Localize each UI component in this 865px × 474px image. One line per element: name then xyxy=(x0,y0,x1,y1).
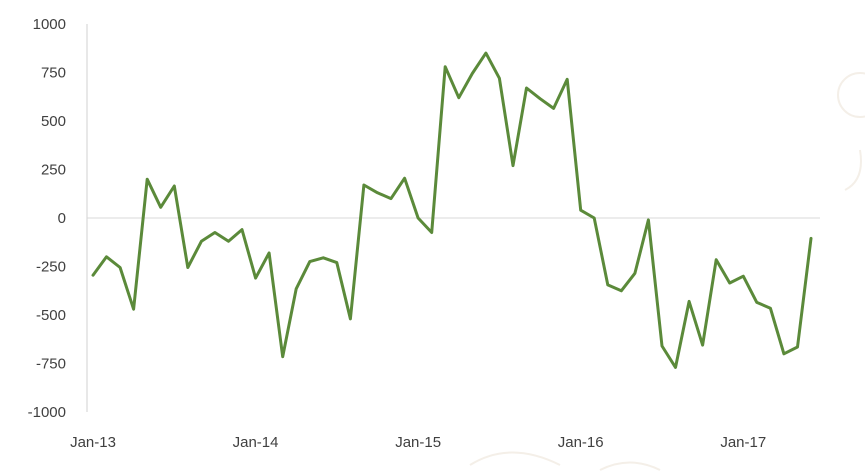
data-point xyxy=(253,275,259,281)
data-point xyxy=(700,342,706,348)
y-tick-label: -1000 xyxy=(28,404,66,421)
data-point xyxy=(131,306,137,312)
data-point xyxy=(429,230,435,236)
data-point xyxy=(524,85,530,91)
data-point xyxy=(537,96,543,102)
data-point xyxy=(158,204,164,210)
data-point xyxy=(347,316,353,322)
x-tick-label: Jan-14 xyxy=(233,434,279,451)
data-point xyxy=(185,264,191,270)
y-axis-ticks: 1000 750 500 250 0 -250 -500 -750 -1000 xyxy=(28,16,66,421)
data-point xyxy=(781,351,787,357)
x-tick-label: Jan-13 xyxy=(70,434,116,451)
data-point xyxy=(686,298,692,304)
x-tick-label: Jan-17 xyxy=(720,434,766,451)
data-point xyxy=(632,270,638,276)
data-point xyxy=(578,207,584,213)
data-point xyxy=(740,273,746,279)
data-point xyxy=(713,257,719,263)
data-point xyxy=(320,255,326,261)
data-point xyxy=(673,364,679,370)
data-point xyxy=(551,105,557,111)
data-point xyxy=(659,343,665,349)
x-tick-label: Jan-16 xyxy=(558,434,604,451)
data-point xyxy=(483,50,489,56)
data-point xyxy=(307,259,313,265)
data-point xyxy=(591,215,597,221)
data-point xyxy=(280,354,286,360)
data-point xyxy=(767,305,773,311)
data-point xyxy=(794,344,800,350)
data-point xyxy=(808,235,814,241)
data-point xyxy=(754,299,760,305)
data-point xyxy=(564,76,570,82)
data-point xyxy=(645,217,651,223)
data-point xyxy=(469,70,475,76)
data-point xyxy=(239,227,245,233)
data-point xyxy=(374,190,380,196)
data-point xyxy=(618,288,624,294)
data-point xyxy=(361,182,367,188)
series-group xyxy=(90,50,814,370)
y-tick-label: 250 xyxy=(41,162,66,179)
y-tick-label: 750 xyxy=(41,65,66,82)
data-point xyxy=(293,286,299,292)
data-point xyxy=(171,183,177,189)
x-tick-label: Jan-15 xyxy=(395,434,441,451)
data-point xyxy=(104,254,110,260)
data-point xyxy=(266,250,272,256)
data-point xyxy=(388,196,394,202)
data-point xyxy=(605,282,611,288)
data-point xyxy=(456,95,462,101)
data-point xyxy=(496,75,502,81)
data-point xyxy=(90,272,96,278)
y-tick-label: 500 xyxy=(41,113,66,130)
data-point xyxy=(442,64,448,70)
y-tick-label: 0 xyxy=(58,210,66,227)
data-point xyxy=(510,163,516,169)
y-tick-label: -250 xyxy=(36,259,66,276)
data-point xyxy=(198,238,204,244)
y-tick-label: -500 xyxy=(36,307,66,324)
x-axis-ticks: Jan-13 Jan-14 Jan-15 Jan-16 Jan-17 xyxy=(70,434,766,451)
data-point xyxy=(117,264,123,270)
data-point xyxy=(415,215,421,221)
data-point xyxy=(212,230,218,236)
data-point xyxy=(402,175,408,181)
data-point xyxy=(727,280,733,286)
data-point xyxy=(225,238,231,244)
data-point xyxy=(334,260,340,266)
watermark-decoration xyxy=(469,72,865,471)
series-line xyxy=(91,51,813,369)
data-point xyxy=(144,176,150,182)
y-tick-label: -750 xyxy=(36,356,66,373)
y-tick-label: 1000 xyxy=(33,16,66,33)
